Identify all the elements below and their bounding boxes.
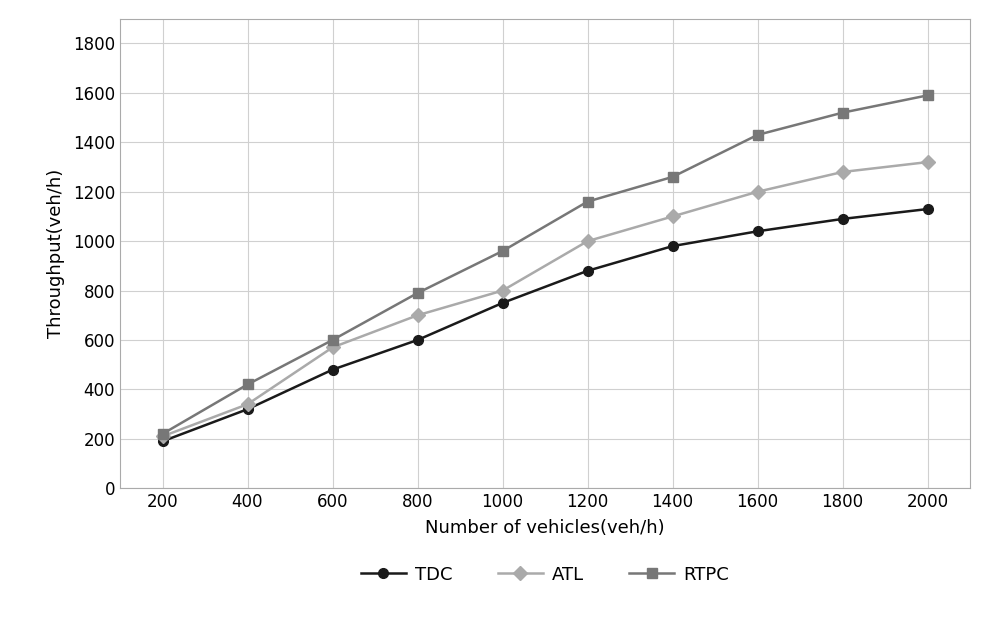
ATL [497, 287, 509, 294]
ATL [752, 188, 764, 195]
ATL [836, 168, 848, 176]
TDC [752, 227, 764, 235]
TDC [242, 406, 254, 413]
ATL [922, 158, 934, 166]
Legend: TDC, ATL, RTPC: TDC, ATL, RTPC [354, 558, 736, 591]
Line: TDC: TDC [158, 204, 932, 446]
RTPC [582, 198, 594, 205]
TDC [666, 242, 678, 250]
RTPC [752, 131, 764, 139]
RTPC [156, 430, 168, 438]
Line: ATL: ATL [158, 157, 932, 441]
ATL [666, 213, 678, 220]
TDC [836, 215, 848, 223]
RTPC [326, 336, 338, 344]
TDC [412, 336, 424, 344]
RTPC [242, 381, 254, 388]
ATL [412, 312, 424, 319]
Line: RTPC: RTPC [158, 91, 932, 439]
RTPC [666, 173, 678, 181]
TDC [582, 267, 594, 275]
TDC [922, 205, 934, 213]
TDC [156, 438, 168, 445]
TDC [326, 366, 338, 374]
ATL [582, 237, 594, 245]
X-axis label: Number of vehicles(veh/h): Number of vehicles(veh/h) [425, 520, 665, 538]
RTPC [497, 247, 509, 255]
RTPC [412, 289, 424, 297]
ATL [326, 344, 338, 351]
RTPC [922, 91, 934, 99]
TDC [497, 299, 509, 307]
Y-axis label: Throughput(veh/h): Throughput(veh/h) [47, 169, 65, 338]
ATL [156, 433, 168, 440]
ATL [242, 401, 254, 408]
RTPC [836, 109, 848, 116]
